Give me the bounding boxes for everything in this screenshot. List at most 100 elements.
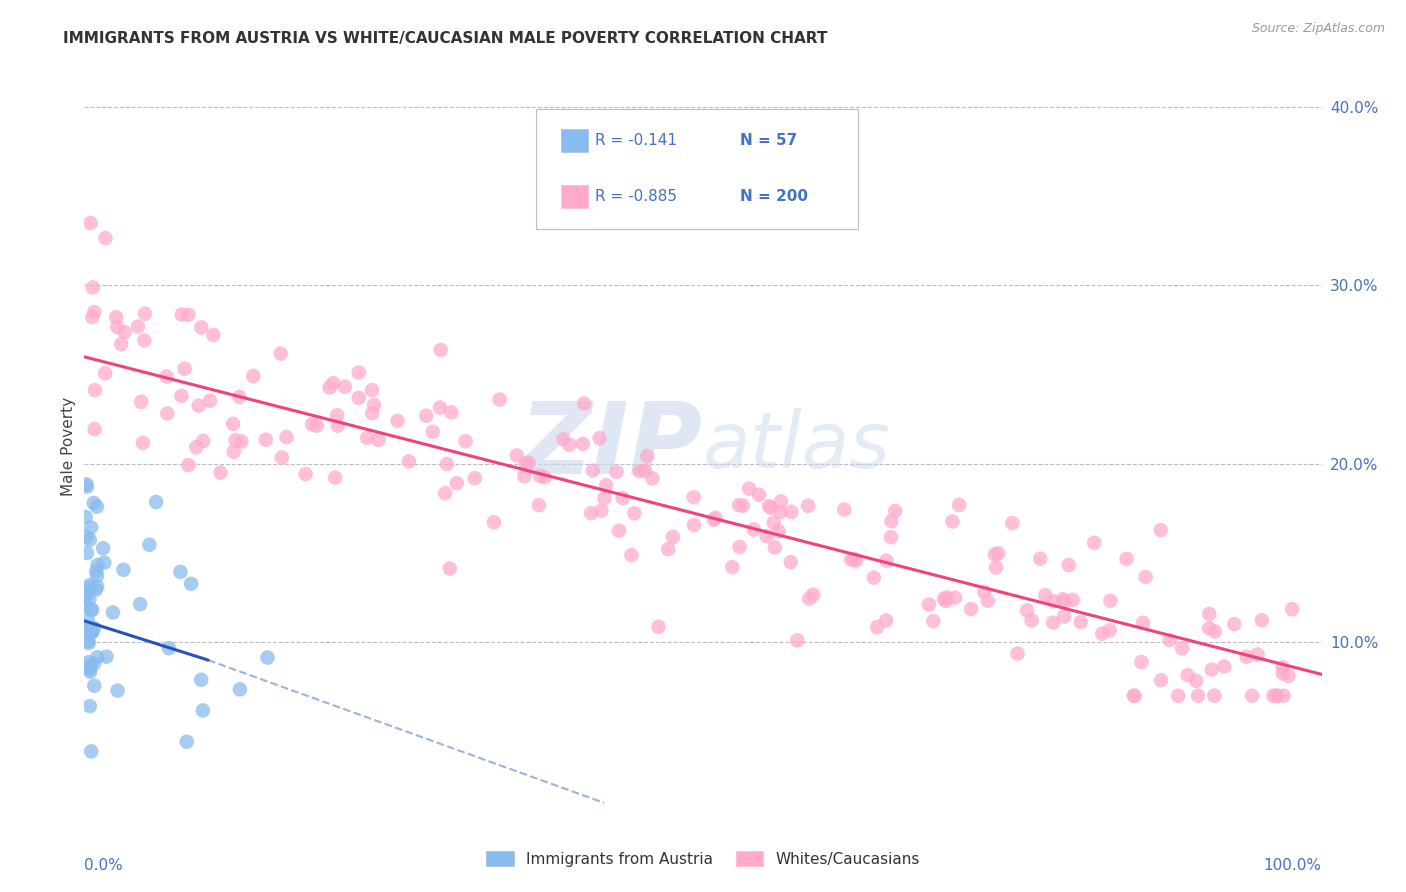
Point (242, 369, 264, 384)
Point (86, 580, 108, 594)
Point (515, 456, 537, 470)
Point (628, 464, 651, 478)
Point (662, 530, 685, 544)
Point (454, 434, 477, 449)
Point (634, 464, 657, 478)
Point (82, 280, 104, 294)
Point (322, 376, 344, 391)
Point (1271, 666, 1294, 681)
Point (948, 498, 970, 512)
Point (1167, 689, 1189, 703)
Point (779, 555, 801, 569)
Point (79, 578, 101, 592)
Text: N = 200: N = 200 (740, 189, 808, 204)
Point (422, 425, 444, 439)
Point (177, 458, 200, 472)
Point (127, 319, 149, 334)
Point (79, 659, 101, 673)
Point (209, 466, 232, 480)
Text: Source: ZipAtlas.com: Source: ZipAtlas.com (1251, 22, 1385, 36)
Point (1091, 626, 1114, 640)
Point (429, 343, 451, 357)
Point (83, 621, 105, 635)
Point (591, 503, 613, 517)
Point (94, 231, 117, 245)
Point (977, 594, 1000, 608)
Text: ZIP: ZIP (520, 398, 703, 494)
Point (553, 432, 575, 446)
Point (80, 625, 103, 640)
Point (82, 603, 104, 617)
Point (943, 591, 966, 605)
Point (94, 367, 117, 381)
Point (683, 518, 706, 533)
Point (1198, 621, 1220, 635)
Point (1052, 592, 1074, 607)
Point (96, 649, 118, 664)
Point (446, 476, 468, 491)
Point (76, 480, 98, 494)
Point (76, 586, 98, 600)
FancyBboxPatch shape (536, 109, 858, 228)
Point (157, 641, 180, 656)
Point (186, 440, 208, 454)
Point (77, 636, 100, 650)
Point (832, 502, 855, 516)
Legend: Immigrants from Austria, Whites/Caucasians: Immigrants from Austria, Whites/Caucasia… (479, 846, 927, 873)
Point (77, 633, 100, 648)
Point (222, 417, 245, 431)
Point (110, 337, 132, 351)
Point (190, 320, 212, 334)
Point (187, 399, 209, 413)
Point (367, 433, 389, 447)
Text: atlas: atlas (703, 408, 891, 484)
Point (276, 430, 298, 444)
Point (1246, 648, 1268, 662)
Point (84, 383, 107, 397)
Text: 0.0%: 0.0% (84, 858, 124, 873)
Point (884, 504, 907, 518)
Point (429, 401, 451, 415)
Point (105, 320, 128, 334)
Point (636, 449, 658, 463)
Point (80, 520, 103, 534)
Point (439, 561, 461, 575)
Point (132, 436, 155, 450)
Point (839, 552, 862, 566)
Point (79, 216, 101, 230)
Point (1265, 689, 1288, 703)
Point (482, 516, 505, 530)
Point (1265, 689, 1288, 703)
Point (434, 486, 457, 500)
Point (721, 560, 744, 574)
Point (190, 673, 212, 687)
Point (114, 325, 136, 339)
Point (155, 369, 177, 384)
Point (361, 406, 384, 420)
Point (755, 529, 778, 543)
Point (107, 683, 129, 698)
Point (86, 500, 108, 514)
Point (318, 380, 340, 394)
Point (1007, 647, 1029, 661)
Point (129, 597, 152, 611)
Point (1070, 615, 1092, 629)
Point (703, 513, 725, 527)
Point (1201, 663, 1223, 677)
Point (1033, 588, 1056, 602)
Point (780, 505, 803, 519)
Point (769, 505, 792, 519)
Point (231, 434, 253, 449)
Point (612, 491, 634, 505)
Point (572, 396, 595, 410)
Point (987, 546, 1010, 560)
Point (415, 409, 437, 423)
Point (875, 553, 897, 567)
Point (1150, 523, 1173, 537)
Point (138, 538, 160, 552)
Point (101, 606, 124, 620)
Point (105, 310, 128, 325)
Point (333, 379, 356, 393)
Point (169, 565, 191, 579)
Point (1159, 633, 1181, 648)
